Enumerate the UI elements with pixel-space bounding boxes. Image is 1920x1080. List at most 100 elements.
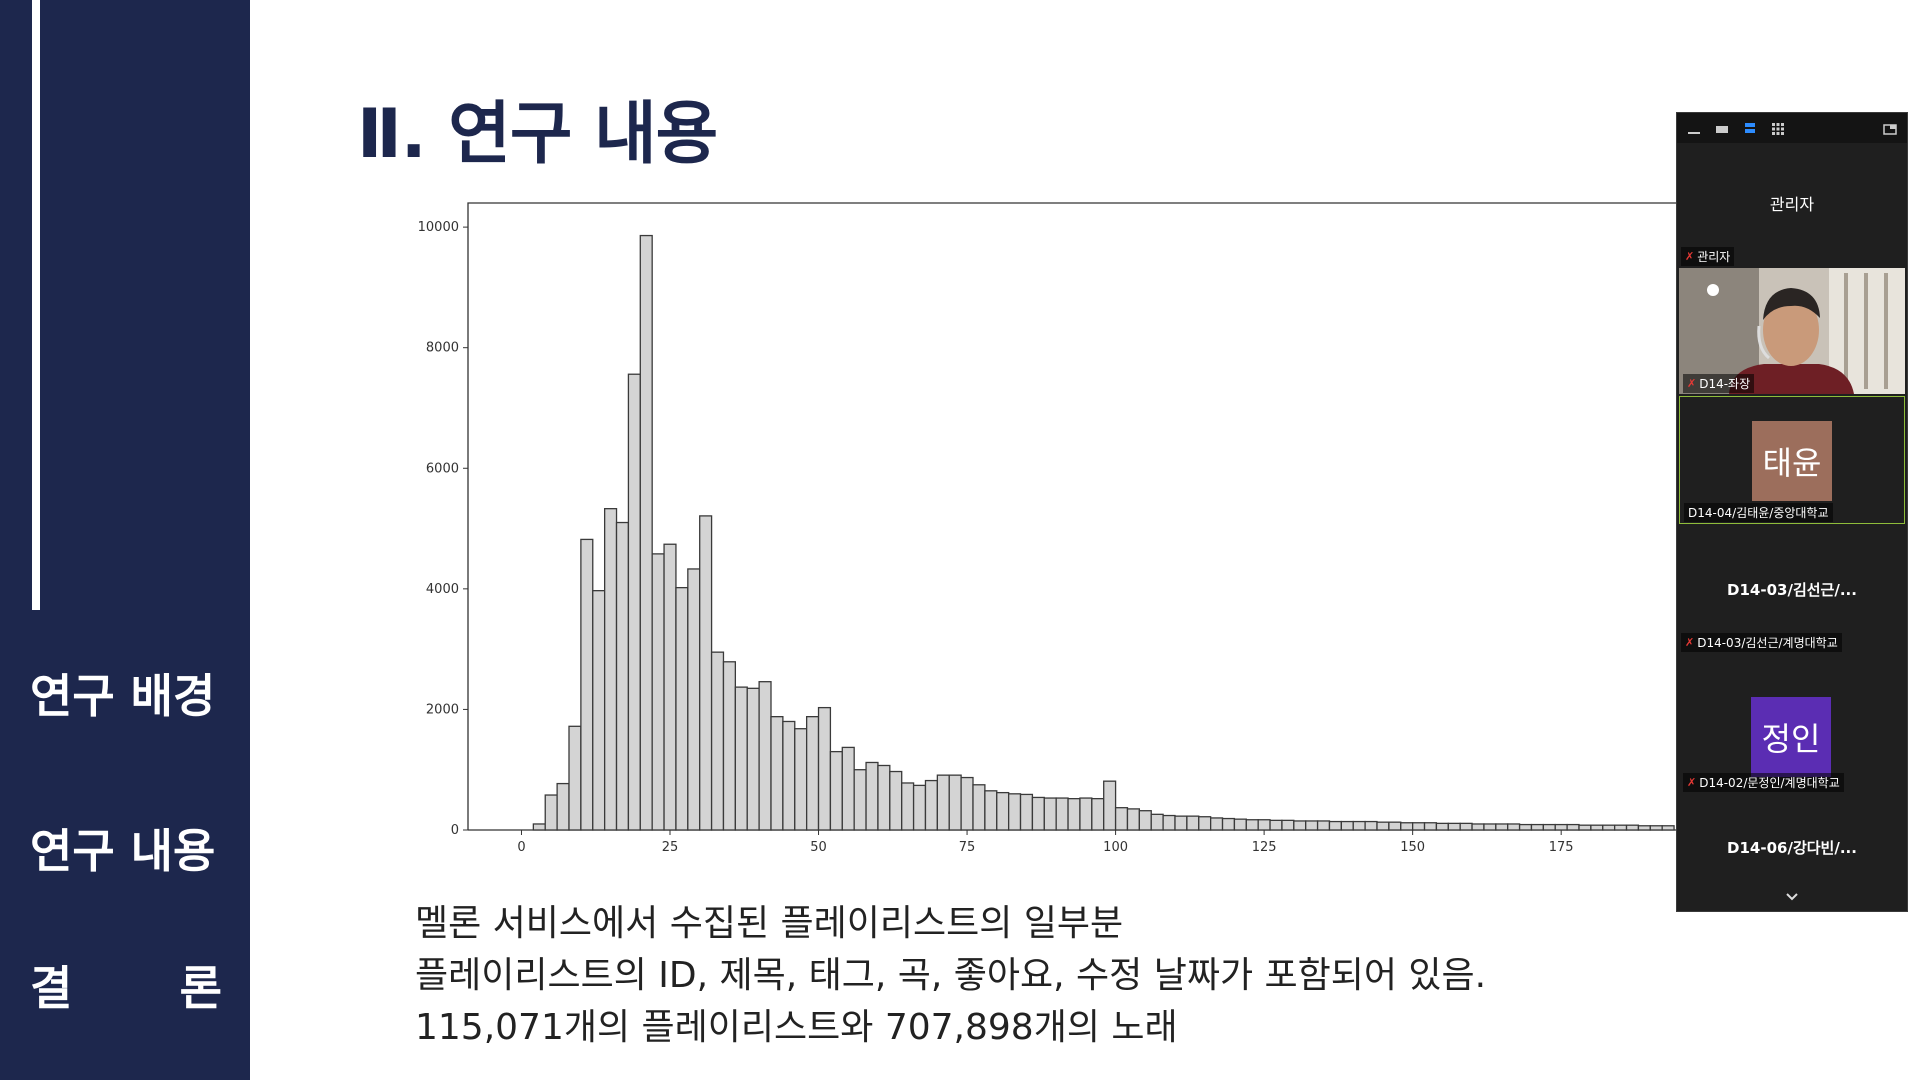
histogram-bar [1198, 816, 1212, 831]
histogram-bar [556, 782, 570, 831]
y-tick-label: 8000 [426, 341, 459, 356]
histogram-bar [1423, 822, 1438, 831]
y-tick-label: 2000 [426, 702, 459, 717]
vc-participant-tile[interactable]: 정인 ✗ D14-02/문정인/계명대학교 [1679, 673, 1905, 801]
histogram-bar [580, 538, 594, 831]
vc-participant-label: D14-04/김태윤/중앙대학교 [1684, 503, 1833, 522]
vc-video-tile[interactable]: ✗ D14-좌장 [1679, 268, 1905, 394]
histogram-bar [568, 725, 582, 831]
histogram-bar [1625, 824, 1640, 831]
histogram-bar [675, 586, 689, 831]
histogram-bar [1376, 821, 1390, 831]
minimize-icon[interactable] [1687, 121, 1701, 135]
histogram-bar [853, 769, 867, 831]
vc-participant-name[interactable]: D14-06/강다빈/... [1727, 839, 1857, 857]
histogram-bar [889, 770, 903, 831]
histogram-bar [1019, 793, 1034, 831]
histogram-bar [1150, 813, 1164, 831]
histogram-bar [782, 720, 796, 831]
histogram-bar [1221, 817, 1236, 831]
histogram-bar [1661, 825, 1675, 831]
description-line: 플레이리스트의 ID, 제목, 태그, 곡, 좋아요, 수정 날짜가 포함되어 … [415, 955, 1487, 996]
grid-view-icon[interactable] [1771, 121, 1785, 135]
nav-conclusion-left: 결 [30, 961, 73, 1015]
histogram-bar [1293, 820, 1307, 831]
chevron-down-icon[interactable] [1784, 889, 1800, 905]
mic-muted-icon: ✗ [1687, 377, 1697, 390]
histogram-bar [639, 234, 653, 831]
histogram-bar [1530, 823, 1545, 831]
vc-participant-label: ✗ D14-02/문정인/계명대학교 [1683, 773, 1844, 792]
histogram-bar [1352, 820, 1366, 831]
histogram-bar [663, 543, 677, 831]
histogram-bar [1007, 793, 1022, 831]
histogram-bar [1138, 810, 1152, 831]
histogram-bar [1316, 820, 1331, 831]
histogram-bar [1649, 825, 1663, 831]
histogram-bar [1518, 823, 1533, 831]
vc-host-title: 관리자 [1769, 195, 1815, 214]
slide-description: 멜론 서비스에서 수집된 플레이리스트의 일부분 플레이리스트의 ID, 제목,… [415, 898, 1486, 1054]
histogram-bar [687, 568, 701, 831]
vc-participant-name[interactable]: D14-03/김선근/... [1727, 581, 1857, 599]
histogram-bar [1233, 818, 1247, 831]
single-view-icon[interactable] [1715, 121, 1729, 135]
histogram-bar [1114, 807, 1129, 831]
histogram-bar [1043, 797, 1057, 831]
histogram-bar [1269, 819, 1283, 831]
histogram-bar [627, 373, 641, 831]
x-tick-label: 100 [1103, 840, 1128, 855]
mic-muted-icon: ✗ [1685, 250, 1695, 263]
vc-host-label: ✗ 관리자 [1681, 247, 1735, 266]
nav-conclusion-right: 론 [179, 961, 222, 1015]
histogram-bar [1186, 815, 1200, 831]
histogram-bar [615, 521, 630, 831]
nav-item-research-content: 연구 내용 [30, 824, 216, 878]
histogram-chart: 0 2000 4000 6000 8000 10000 0 25 50 75 100 125 150 17… [418, 202, 1680, 855]
vc-participant-label-text: D14-02/문정인/계명대학교 [1699, 776, 1840, 790]
y-tick-label: 10000 [418, 220, 459, 235]
x-tick-label: 50 [810, 840, 827, 855]
vc-participant-label: ✗ D14-03/김선근/계명대학교 [1681, 633, 1842, 652]
histogram-bar [924, 779, 939, 831]
histogram-bar [1602, 824, 1616, 831]
histogram-bar [972, 784, 986, 831]
histogram-bar [1257, 819, 1271, 831]
histogram-bar [841, 746, 855, 831]
histogram-bar [936, 774, 950, 831]
histogram-bar [1411, 822, 1426, 831]
histogram-bar [1305, 820, 1319, 831]
vc-participant-tile[interactable]: 태윤 D14-04/김태윤/중앙대학교 [1679, 396, 1905, 524]
histogram-bar [984, 790, 998, 831]
exit-panel-icon[interactable] [1883, 121, 1897, 135]
histogram-bar [996, 791, 1010, 831]
histogram-bar [651, 553, 665, 831]
histogram-bar [1507, 823, 1521, 831]
x-tick-label: 125 [1252, 840, 1277, 855]
histogram-bar [1162, 814, 1176, 831]
histogram-bar [699, 515, 713, 831]
strip-view-icon[interactable] [1743, 121, 1757, 135]
x-tick-label: 150 [1400, 840, 1425, 855]
histogram-bar [758, 681, 772, 831]
slide-title: Ⅱ. 연구 내용 [357, 95, 718, 174]
mic-muted-icon: ✗ [1685, 636, 1695, 649]
histogram-bar [722, 661, 737, 831]
histogram-bar [1435, 822, 1449, 831]
sidebar-accent-line [32, 0, 40, 610]
mic-muted-icon: ✗ [1687, 776, 1697, 789]
histogram-bar [1067, 798, 1081, 831]
histogram-bar [817, 706, 832, 831]
histogram-bar [794, 728, 808, 831]
histogram-bar [603, 508, 618, 831]
y-tick-label: 4000 [426, 582, 459, 597]
histogram-bar [1578, 824, 1592, 831]
histogram-bar [829, 750, 843, 831]
histogram-bar [1328, 820, 1343, 831]
video-conference-panel: 관리자 ✗ 관리자 ✗ D14-좌장 태윤 D14-04/김태윤/중앙대학교 D… [1676, 112, 1908, 912]
histogram-bar [592, 590, 606, 831]
histogram-bar [1590, 824, 1604, 831]
histogram-bar [1103, 780, 1117, 831]
histogram-bar [1554, 823, 1568, 831]
histogram-bar [710, 651, 725, 831]
